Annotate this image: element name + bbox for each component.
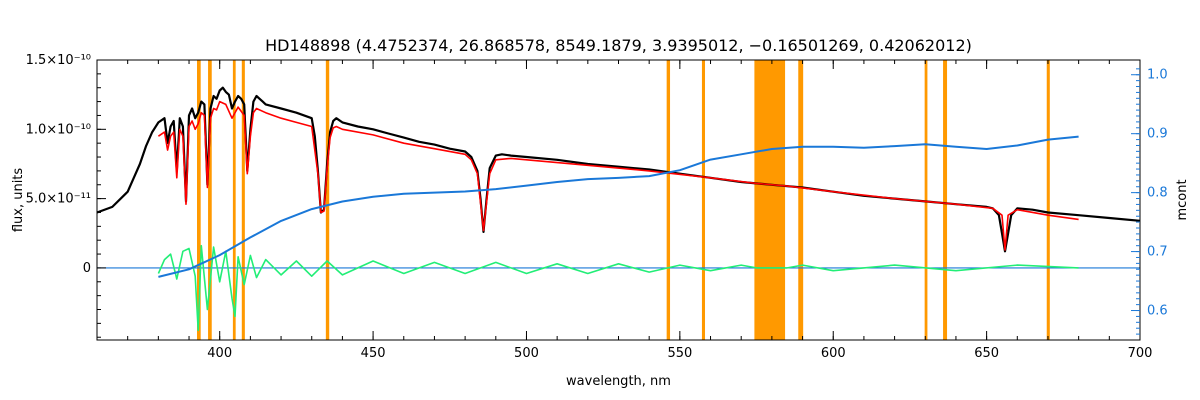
- y-axis-label: flux, units: [11, 168, 26, 233]
- chart-title: HD148898 (4.4752374, 26.868578, 8549.187…: [265, 36, 972, 55]
- series-model-line: [157, 100, 1079, 251]
- masked-region: [666, 60, 671, 340]
- masked-region: [924, 60, 928, 340]
- masked-region: [208, 60, 212, 340]
- series-mcont-line: [158, 135, 1079, 278]
- x-tick-label: 450: [361, 346, 386, 361]
- y-tick-label: 5.0×10⁻¹¹: [26, 192, 91, 207]
- y2-tick-label: 1.0: [1147, 68, 1168, 83]
- masked-region: [232, 60, 236, 340]
- masked-region: [701, 60, 706, 340]
- masked-region: [197, 60, 201, 340]
- y-tick-label: 1.5×10⁻¹⁰: [26, 53, 91, 68]
- masked-region: [798, 60, 804, 340]
- x-axis-label: wavelength, nm: [566, 374, 671, 389]
- series-residual-line: [157, 244, 1079, 332]
- masked-region: [1046, 60, 1050, 340]
- x-tick-label: 550: [667, 346, 692, 361]
- x-tick-label: 500: [514, 346, 539, 361]
- y2-tick-label: 0.7: [1147, 245, 1168, 260]
- masked-region: [325, 60, 330, 340]
- x-tick-label: 400: [207, 346, 232, 361]
- masked-region: [943, 60, 948, 340]
- x-tick-label: 700: [1128, 346, 1153, 361]
- y-tick-label: 0: [83, 261, 91, 276]
- y2-tick-label: 0.6: [1147, 304, 1168, 319]
- masked-region: [754, 60, 786, 340]
- y-tick-label: 1.0×10⁻¹⁰: [26, 122, 91, 137]
- y2-tick-label: 0.9: [1147, 127, 1168, 142]
- x-tick-label: 650: [974, 346, 999, 361]
- y2-axis-label: mcont: [1175, 179, 1190, 220]
- masked-region: [241, 60, 245, 340]
- y2-tick-label: 0.8: [1147, 186, 1168, 201]
- x-tick-label: 600: [821, 346, 846, 361]
